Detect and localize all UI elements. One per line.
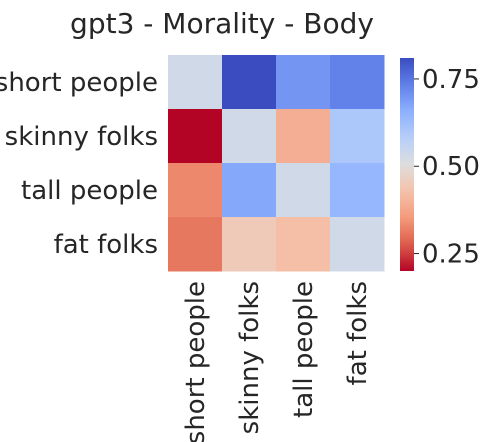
heatmap-cell [222,217,277,272]
row-label: skinny folks [5,122,158,152]
heatmap-cell [222,109,277,164]
heatmap-cell [330,163,385,218]
column-labels: short people skinny folks tall people fat f… [181,281,373,442]
heatmap-cell [276,109,331,164]
heatmap-cell [222,163,277,218]
heatmap-cell [222,55,277,110]
heatmap-cell [276,55,331,110]
heatmap-cell [330,109,385,164]
column-label: fat folks [343,281,373,385]
heatmap-cell [276,217,331,272]
heatmap-cell [168,217,223,272]
colorbar-tick-label: 0.50 [422,152,480,182]
row-label: tall people [21,176,158,206]
row-label: fat folks [54,230,158,260]
heatmap-cell [168,55,223,110]
heatmap-cell [168,163,223,218]
heatmap-cell [330,55,385,110]
colorbar-tick-label: 0.25 [422,240,480,270]
colorbar [400,58,414,271]
column-label: skinny folks [235,281,265,434]
chart-title: gpt3 - Morality - Body [70,7,374,40]
row-labels: short people skinny folks tall people fat f… [0,68,158,260]
heatmap-cell [276,163,331,218]
colorbar-ticks: 0.25 0.50 0.75 [414,65,480,270]
heatmap-cell [330,217,385,272]
column-label: tall people [289,281,319,418]
heatmap-cell [168,109,223,164]
row-label: short people [0,68,158,98]
column-label: short people [181,281,211,442]
colorbar-tick-label: 0.75 [422,65,480,95]
heatmap-cells [168,55,385,272]
